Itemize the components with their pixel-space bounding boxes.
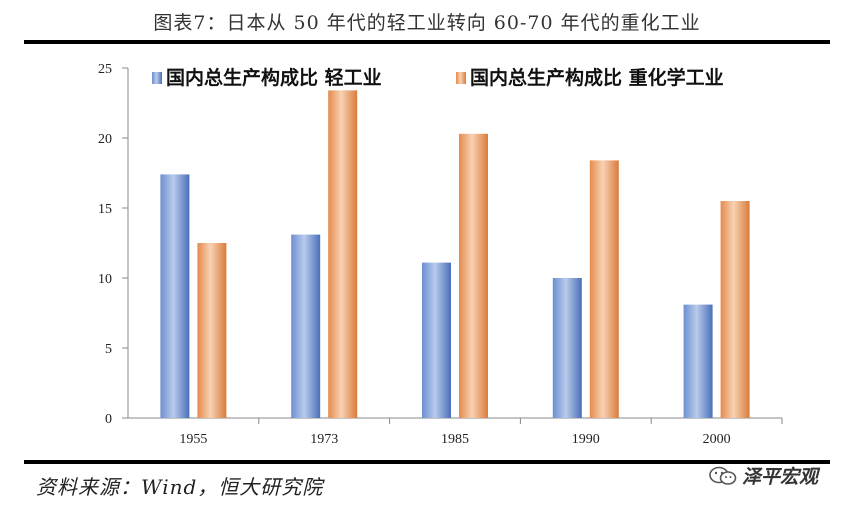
legend-swatch <box>152 72 162 84</box>
x-tick-label: 1973 <box>310 432 338 447</box>
y-tick-label: 15 <box>98 202 112 217</box>
watermark: 泽平宏观 <box>708 462 818 489</box>
bar-heavy-chemical-industry-2000 <box>720 201 750 418</box>
bar-light-industry-1985 <box>422 262 451 418</box>
figure-title: 图表7：日本从 50 年代的轻工业转向 60-70 年代的重化工业 <box>153 12 701 34</box>
bar-chart: 0 5 10 15 20 25 1955 1973 1985 1990 2000 国内总生产构成比 … <box>98 62 783 447</box>
watermark-text: 泽平宏观 <box>742 466 819 488</box>
bars <box>160 90 750 419</box>
axes: 0 5 10 15 20 25 1955 1973 1985 1990 2000 <box>98 62 783 447</box>
legend-label: 国内总生产构成比 重化学工业 <box>470 66 724 89</box>
x-tick-label: 1990 <box>572 432 600 447</box>
y-tick-label: 10 <box>98 272 112 287</box>
y-tick-label: 5 <box>105 342 112 357</box>
x-tick-label: 2000 <box>703 432 731 447</box>
y-tick-label: 25 <box>98 62 112 77</box>
top-rule <box>24 40 830 44</box>
bar-light-industry-2000 <box>683 304 713 418</box>
legend: 国内总生产构成比 轻工业 国内总生产构成比 重化学工业 <box>152 66 724 89</box>
y-tick-label: 20 <box>98 132 112 147</box>
x-tick-label: 1985 <box>441 432 469 447</box>
bar-heavy-chemical-industry-1973 <box>328 90 358 419</box>
bar-light-industry-1973 <box>291 234 321 418</box>
bar-light-industry-1955 <box>160 174 190 418</box>
bar-heavy-chemical-industry-1985 <box>459 133 488 419</box>
legend-label: 国内总生产构成比 轻工业 <box>166 66 382 89</box>
y-tick-label: 0 <box>105 412 112 427</box>
bar-heavy-chemical-industry-1955 <box>197 243 227 418</box>
bar-heavy-chemical-industry-1990 <box>589 160 619 418</box>
legend-swatch <box>456 72 466 84</box>
bar-light-industry-1990 <box>552 278 582 418</box>
wechat-icon <box>709 466 737 485</box>
bottom-rule <box>24 460 830 464</box>
x-tick-label: 1955 <box>179 432 207 447</box>
source-note: 资料来源：Wind，恒大研究院 <box>36 475 324 499</box>
